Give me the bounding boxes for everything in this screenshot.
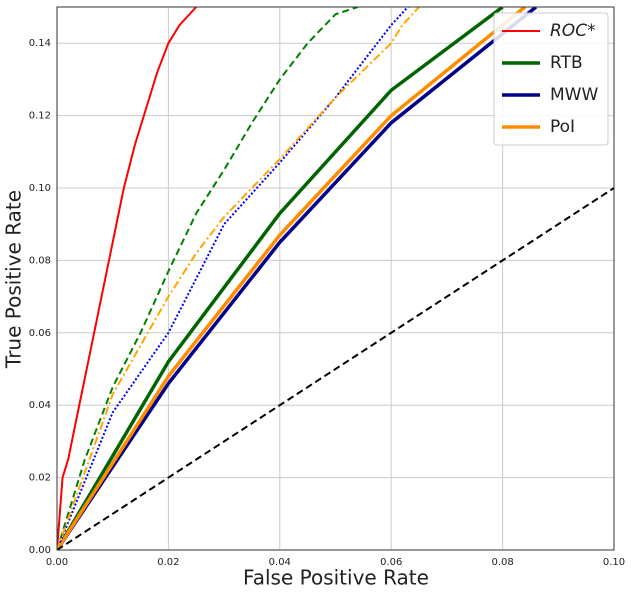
series-line: [57, 7, 504, 550]
x-axis-label: False Positive Rate: [243, 566, 429, 590]
x-tick-label: 0.04: [269, 557, 291, 568]
series-line: [57, 187, 614, 550]
y-tick-label: 0.06: [29, 328, 51, 339]
y-tick-label: 0.10: [29, 183, 51, 194]
x-tick-label: 0.06: [380, 557, 402, 568]
y-tick-label: 0.12: [29, 111, 51, 122]
series-line: [57, 7, 409, 550]
series-line: [57, 7, 526, 550]
x-tick-label: 0.00: [46, 557, 68, 568]
series-line: [57, 7, 359, 550]
y-tick-label: 0.14: [29, 38, 51, 49]
series-line: [57, 7, 538, 550]
legend-box: [493, 12, 609, 146]
x-tick-label: 0.02: [157, 557, 179, 568]
legend-label: ROC*: [550, 21, 596, 41]
series-line: [57, 7, 420, 550]
plot-frame: [56, 6, 615, 551]
legend-label: PoI: [550, 117, 575, 137]
series-line: [57, 7, 197, 550]
y-tick-label: 0.08: [29, 255, 51, 266]
y-tick-label: 0.00: [29, 545, 51, 556]
x-tick-label: 0.08: [491, 557, 513, 568]
x-tick-label: 0.10: [603, 557, 625, 568]
legend-label: MWW: [550, 85, 598, 105]
y-tick-label: 0.02: [29, 473, 51, 484]
y-axis-label: True Positive Rate: [2, 190, 26, 369]
legend-label: RTB: [550, 53, 583, 73]
y-tick-label: 0.04: [29, 400, 51, 411]
